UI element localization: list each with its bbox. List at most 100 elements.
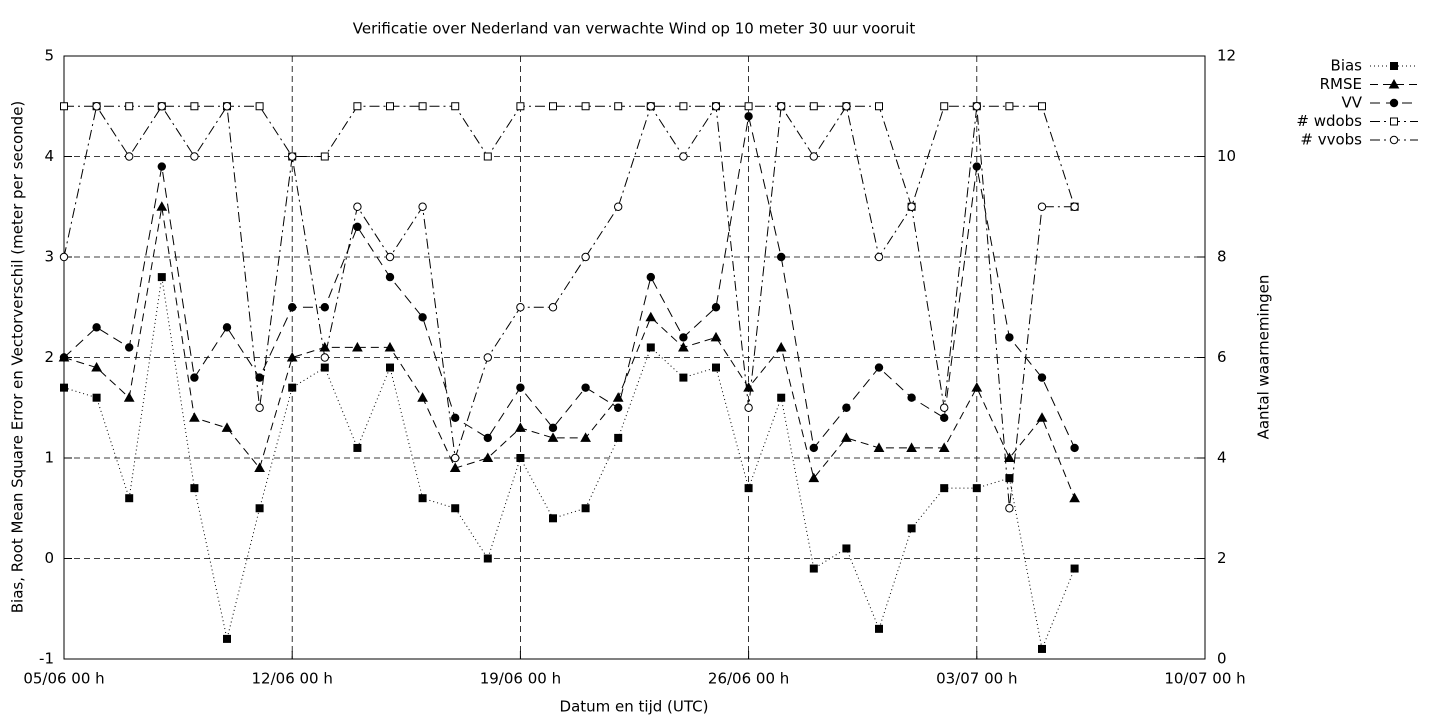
marker — [548, 303, 558, 312]
marker — [255, 102, 264, 111]
marker — [1070, 564, 1079, 573]
marker — [320, 303, 329, 312]
marker — [1388, 78, 1400, 89]
y-tick-label: 1 — [44, 449, 54, 467]
marker — [971, 382, 983, 392]
marker — [874, 252, 884, 262]
marker — [288, 303, 297, 312]
y-tick-label: -1 — [39, 650, 54, 668]
marker — [516, 454, 525, 462]
y-axis-label: Bias, Root Mean Square Error en Vectorve… — [9, 101, 27, 614]
marker — [157, 273, 166, 282]
marker — [842, 102, 851, 111]
marker — [711, 303, 721, 312]
marker — [157, 162, 167, 171]
marker — [123, 392, 135, 402]
marker — [842, 403, 851, 412]
marker — [842, 544, 851, 553]
marker — [875, 102, 883, 111]
marker — [223, 634, 231, 643]
marker — [190, 373, 199, 382]
marker — [288, 152, 297, 161]
series-line — [64, 105, 1076, 209]
marker — [1070, 443, 1079, 453]
legend-label: RMSE — [1320, 75, 1362, 93]
marker — [581, 252, 590, 262]
marker — [221, 422, 233, 432]
marker — [157, 102, 167, 111]
marker — [775, 341, 787, 352]
marker — [222, 102, 232, 111]
marker — [288, 383, 297, 392]
marker — [353, 443, 362, 452]
marker — [60, 383, 68, 392]
marker — [809, 152, 818, 161]
marker — [516, 383, 525, 392]
marker — [483, 152, 492, 161]
marker — [254, 462, 265, 473]
marker — [1037, 202, 1047, 211]
legend-label: Bias — [1331, 57, 1363, 75]
marker — [516, 303, 525, 312]
marker — [940, 484, 949, 493]
marker — [614, 202, 623, 211]
marker — [972, 102, 981, 111]
marker — [744, 102, 753, 111]
marker — [418, 102, 427, 111]
marker — [712, 363, 720, 372]
marker — [125, 102, 134, 111]
marker — [320, 353, 329, 362]
y2-tick-label: 4 — [1217, 449, 1227, 467]
marker — [1038, 102, 1046, 111]
marker — [906, 442, 917, 452]
marker — [743, 382, 754, 392]
marker — [777, 102, 786, 111]
y2-tick-label: 0 — [1217, 650, 1227, 668]
marker — [483, 433, 492, 443]
marker — [91, 362, 102, 372]
marker — [59, 353, 69, 362]
marker — [581, 102, 590, 111]
marker — [646, 102, 655, 111]
legend-label: VV — [1341, 94, 1362, 112]
marker — [548, 423, 558, 433]
y2-tick-label: 12 — [1217, 47, 1236, 65]
marker — [384, 341, 396, 352]
marker — [907, 202, 916, 211]
marker — [874, 363, 884, 372]
marker — [255, 403, 264, 412]
chart-title: Verificatie over Nederland van verwachte… — [353, 20, 916, 38]
marker — [418, 313, 427, 322]
marker — [972, 484, 981, 493]
marker — [1070, 202, 1079, 211]
marker — [1038, 644, 1046, 653]
marker — [580, 432, 591, 442]
marker — [1005, 102, 1014, 111]
marker — [1004, 452, 1015, 462]
marker — [940, 403, 949, 412]
y-tick-label: 0 — [44, 549, 54, 567]
series-line — [63, 104, 1075, 509]
x-tick-label: 26/06 00 h — [708, 670, 789, 688]
marker — [60, 102, 68, 111]
marker — [547, 432, 559, 442]
marker — [320, 363, 329, 372]
marker — [353, 202, 362, 211]
marker — [385, 272, 395, 282]
marker — [809, 102, 818, 111]
marker — [515, 422, 526, 432]
y-tick-label: 3 — [44, 248, 54, 266]
x-tick-label: 10/07 00 h — [1164, 670, 1245, 688]
y-tick-label: 2 — [44, 348, 54, 366]
marker — [125, 152, 134, 161]
marker — [809, 564, 818, 573]
marker — [516, 102, 525, 111]
marker — [92, 102, 101, 111]
marker — [451, 504, 460, 513]
marker — [482, 452, 494, 462]
marker — [646, 343, 655, 352]
marker — [320, 152, 329, 161]
marker — [1037, 373, 1047, 382]
marker — [92, 323, 101, 332]
marker — [744, 484, 753, 493]
